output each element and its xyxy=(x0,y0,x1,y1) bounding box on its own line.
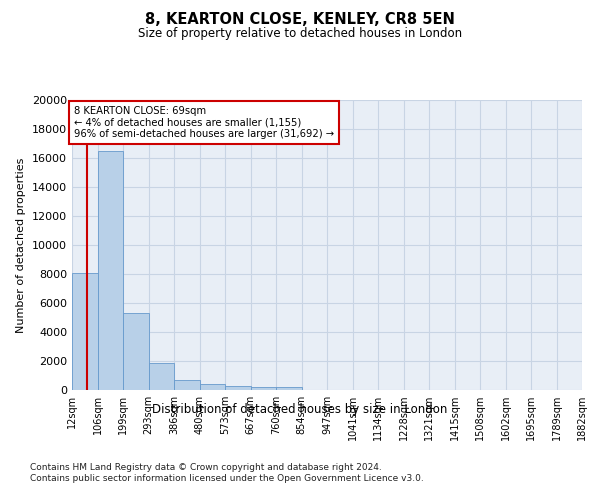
Bar xyxy=(251,386,276,390)
Bar xyxy=(174,380,199,390)
Bar xyxy=(97,151,123,390)
Bar xyxy=(149,363,174,390)
Bar xyxy=(199,384,225,390)
Text: Contains public sector information licensed under the Open Government Licence v3: Contains public sector information licen… xyxy=(30,474,424,483)
Text: Size of property relative to detached houses in London: Size of property relative to detached ho… xyxy=(138,28,462,40)
Bar xyxy=(72,272,97,390)
Bar xyxy=(276,387,302,390)
Text: 8, KEARTON CLOSE, KENLEY, CR8 5EN: 8, KEARTON CLOSE, KENLEY, CR8 5EN xyxy=(145,12,455,28)
Text: 8 KEARTON CLOSE: 69sqm
← 4% of detached houses are smaller (1,155)
96% of semi-d: 8 KEARTON CLOSE: 69sqm ← 4% of detached … xyxy=(74,106,334,139)
Bar xyxy=(123,313,149,390)
Text: Contains HM Land Registry data © Crown copyright and database right 2024.: Contains HM Land Registry data © Crown c… xyxy=(30,462,382,471)
Bar xyxy=(225,386,251,390)
Y-axis label: Number of detached properties: Number of detached properties xyxy=(16,158,26,332)
Text: Distribution of detached houses by size in London: Distribution of detached houses by size … xyxy=(152,402,448,415)
